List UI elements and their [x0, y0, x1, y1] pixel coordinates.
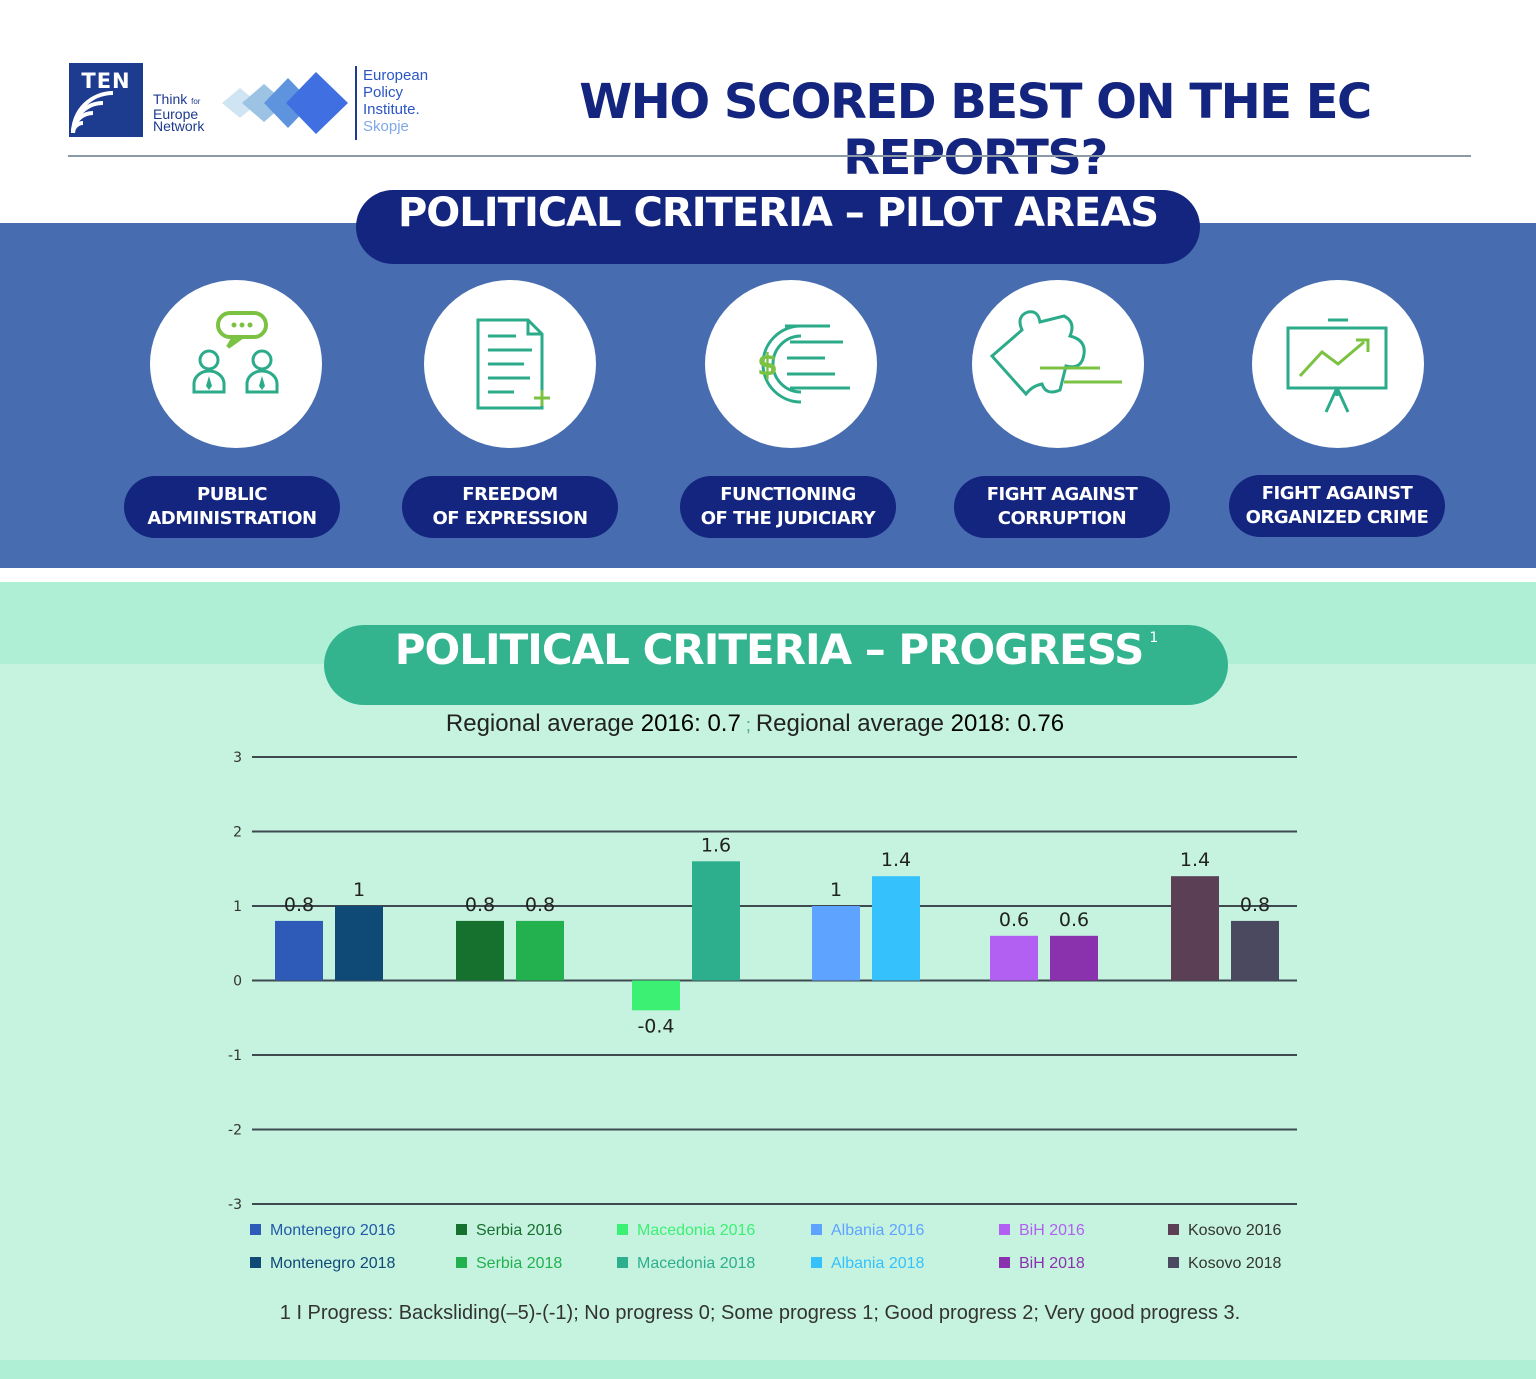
presentation-chart-icon — [1286, 318, 1388, 413]
puzzle-piece-icon — [989, 310, 1122, 397]
data-label: 1 — [353, 879, 365, 901]
data-label: 0.8 — [525, 894, 555, 916]
data-label: -0.4 — [637, 1015, 674, 1037]
data-label: 1.4 — [1180, 849, 1210, 871]
bar — [456, 920, 504, 981]
bar — [872, 876, 920, 981]
bar — [1231, 920, 1279, 981]
footnote: 1 I Progress: Backsliding(–5)-(-1); No p… — [279, 1302, 1241, 1324]
ten-logo-text: TEN — [81, 69, 131, 93]
data-label: 0.8 — [1240, 894, 1270, 916]
regional-average-2016: 2016: 0.7 — [640, 710, 741, 737]
epi-logo-graphic — [222, 72, 348, 134]
bar — [1050, 935, 1098, 981]
area-label-public-administration: PUBLIC ADMINISTRATION — [124, 476, 340, 538]
freedom-of-expression-circle — [424, 280, 596, 448]
signal-waves-icon — [71, 91, 114, 134]
area-label-fight-organized-crime: FIGHT AGAINST ORGANIZED CRIME — [1229, 475, 1445, 537]
bar — [335, 906, 383, 981]
data-label: 1.6 — [701, 834, 731, 856]
data-label: 1 — [830, 879, 842, 901]
bar — [632, 980, 680, 1011]
ten-logo: TEN — [69, 63, 143, 137]
header-divider — [68, 155, 1471, 157]
coin-speed-icon: $ — [757, 324, 850, 404]
svg-text:$: $ — [757, 348, 778, 383]
regional-average-2018: 2018: 0.76 — [950, 710, 1065, 737]
area-label-functioning-judiciary: FUNCTIONING OF THE JUDICIARY — [680, 476, 896, 538]
y-tick-label: 1 — [233, 899, 242, 915]
data-label: 0.8 — [284, 894, 314, 916]
bar — [812, 906, 860, 981]
regional-average: Regional average 2016: 0.7 ; Regional av… — [445, 710, 1065, 737]
bar — [1171, 876, 1219, 981]
footnote-marker: 1 — [1149, 630, 1158, 646]
y-tick-label: 2 — [233, 825, 242, 841]
bar — [692, 861, 740, 981]
fight-organized-crime-circle — [1252, 280, 1424, 448]
pilot-areas-title: POLITICAL CRITERIA – PILOT AREAS — [356, 190, 1200, 264]
bar — [990, 935, 1038, 981]
data-label: 0.6 — [999, 909, 1029, 931]
page-title: WHO SCORED BEST ON THE EC REPORTS? — [579, 74, 1372, 186]
epi-wordmark: European Policy Institute. Skopje — [363, 67, 429, 135]
y-tick-label: 0 — [233, 974, 242, 990]
page-header: TEN Think for Europe Network European Po… — [0, 0, 1536, 186]
progress-title: POLITICAL CRITERIA – PROGRESS 1 — [324, 625, 1228, 705]
y-tick-label: -1 — [228, 1048, 242, 1064]
y-tick-label: -3 — [228, 1197, 242, 1213]
y-tick-label: 3 — [233, 750, 242, 766]
data-label: 0.6 — [1059, 909, 1089, 931]
think-for-europe-wordmark: Think for Europe Network — [153, 91, 205, 134]
fight-corruption-circle — [972, 280, 1144, 448]
people-chat-icon — [192, 311, 279, 394]
public-administration-circle — [150, 280, 322, 448]
document-plus-icon — [476, 318, 550, 410]
functioning-judiciary-circle: $ — [705, 280, 877, 448]
y-tick-label: -2 — [228, 1123, 242, 1139]
bar — [275, 920, 323, 981]
logo-divider — [355, 66, 357, 140]
area-label-freedom-of-expression: FREEDOM OF EXPRESSION — [402, 476, 618, 538]
bar — [516, 920, 564, 981]
data-label: 1.4 — [881, 849, 911, 871]
data-label: 0.8 — [465, 894, 495, 916]
area-label-fight-corruption: FIGHT AGAINST CORRUPTION — [954, 476, 1170, 538]
progress-bottom-band — [0, 1360, 1536, 1379]
